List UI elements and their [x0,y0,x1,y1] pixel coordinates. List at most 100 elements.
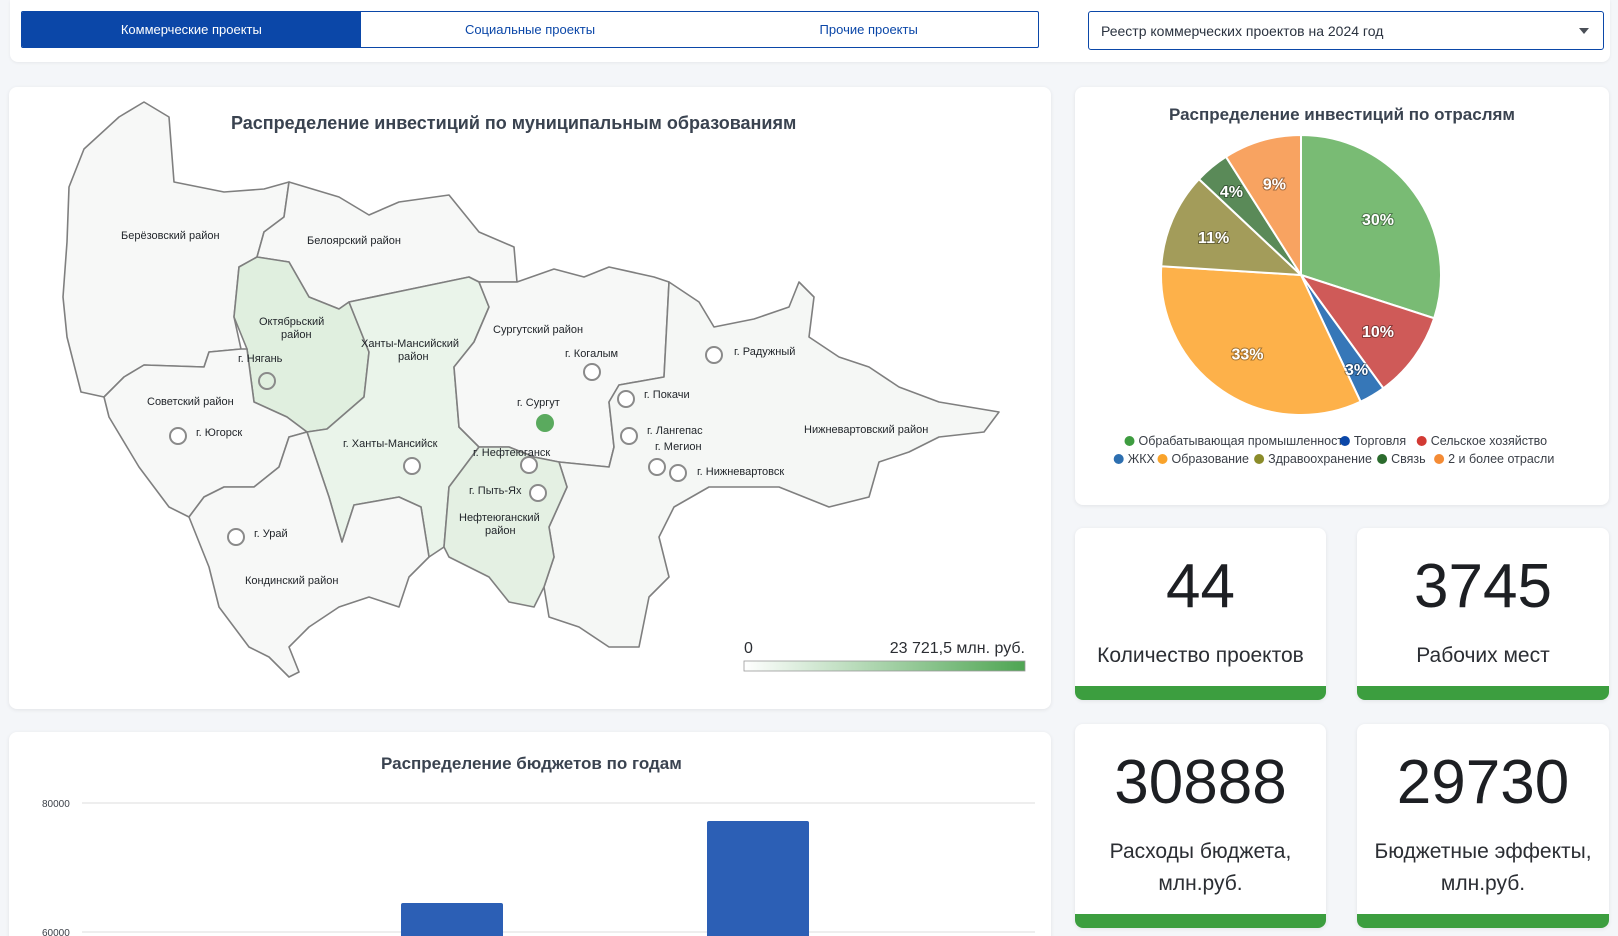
legend-item[interactable]: Образование [1172,452,1250,466]
label-nizhnevartovsk: г. Нижневартовск [697,466,784,478]
budget-bar[interactable] [401,902,503,936]
legend-swatch [1377,454,1388,464]
marker-pokachi[interactable] [617,390,635,408]
marker-nefteyugansk[interactable] [520,456,538,474]
investment-map-card: Берёзовский район Белоярский район Октяб… [9,87,1051,709]
marker-megion[interactable] [648,458,666,476]
marker-raduzhny[interactable] [705,346,723,364]
bar-chart: 80000 60000 [42,799,1035,936]
label-nefteyugansky-2: район [485,525,516,537]
legend-swatch [1434,454,1445,464]
registry-select[interactable]: Реестр коммерческих проектов на 2024 год [1088,11,1604,50]
marker-nyagan[interactable] [258,372,276,390]
pie-slice-label: 33% [1231,347,1263,364]
label-khanty-mansiysk: г. Ханты-Мансийск [343,438,438,450]
kpi-value: 29730 [1396,748,1570,817]
pie-slice-label: 10% [1362,324,1394,341]
pie-slice[interactable] [1160,265,1362,416]
kpi-jobs: 3745 Рабочих мест [1357,528,1609,700]
pie-slice-label: 30% [1362,212,1394,229]
pie-slice[interactable] [1160,177,1304,277]
kpi-value: 3745 [1414,552,1552,621]
legend-item[interactable]: Связь [1391,452,1426,466]
budget-bar[interactable] [707,821,809,936]
kpi-value: 44 [1166,552,1235,621]
label-nyagan: г. Нягань [238,353,283,365]
marker-khanty-mansiysk[interactable] [403,457,421,475]
legend-swatch [1339,436,1350,446]
kpi-budget-effects: 29730 Бюджетные эффекты, млн.руб. [1357,724,1609,928]
pie-slice-label: 4% [1220,184,1243,201]
legend-item[interactable]: Здравоохранение [1268,452,1372,466]
kpi-accent-bar [1075,686,1326,700]
kpi-label: Бюджетные эффекты, млн.руб. [1374,840,1592,895]
legend-item[interactable]: ЖКХ [1128,452,1156,466]
label-pyt-yakh: г. Пыть-Ях [469,485,522,497]
ytick-80000: 80000 [42,799,70,810]
ytick-60000: 60000 [42,928,70,936]
legend-item[interactable]: Торговля [1354,434,1406,448]
label-berezovsky: Берёзовский район [121,230,220,242]
kpi-label: Рабочих мест [1416,644,1550,667]
label-khmao-2: район [398,351,429,363]
label-nizhnevartovsky: Нижневартовский район [804,424,928,436]
legend-swatch [1113,454,1124,464]
label-pokachi: г. Покачи [644,389,690,401]
kpi-projects-count: 44 Количество проектов [1075,528,1326,700]
scale-max-label: 23 721,5 млн. руб. [890,640,1025,657]
region-kondinsky[interactable] [188,431,430,678]
tab-social-projects[interactable]: Социальные проекты [464,22,596,37]
tab-commercial-projects[interactable]: Коммерческие проекты [22,12,361,47]
label-khmao-1: Ханты-Мансийский [361,338,459,350]
map-title: Распределение инвестиций по муниципальны… [231,113,797,133]
legend-swatch [1254,454,1265,464]
chevron-down-icon[interactable] [1579,28,1589,34]
pie-slice-label: 3% [1345,362,1368,379]
legend-swatch [1157,454,1168,464]
kpi-budget-expenses: 30888 Расходы бюджета, млн.руб. [1075,724,1326,928]
label-beloyarsky: Белоярский район [307,235,401,247]
legend-item[interactable]: Обрабатывающая промышленность [1139,434,1350,448]
marker-langepas[interactable] [620,427,638,445]
label-nefteyugansk: г. Нефтеюганск [473,447,550,459]
marker-nizhnevartovsk[interactable] [669,464,687,482]
label-surgut: г. Сургут [517,397,560,409]
kpi-label: Количество проектов [1097,644,1304,667]
label-megion: г. Мегион [655,441,702,453]
legend-item[interactable]: 2 и более отрасли [1448,452,1554,466]
label-langepas: г. Лангепас [647,425,703,437]
label-uray: г. Урай [254,528,288,540]
label-oktyabrsky-2: район [281,329,312,341]
budget-by-year-card: Распределение бюджетов по годам 80000 60… [9,732,1051,936]
legend-item[interactable]: Сельское хозяйство [1431,434,1547,448]
kpi-value: 30888 [1114,748,1287,817]
kpi-accent-bar [1075,914,1326,928]
label-surgutsky: Сургутский район [493,324,583,336]
kpi-accent-bar [1357,914,1609,928]
legend-swatch [1416,436,1427,446]
bar-title: Распределение бюджетов по годам [381,754,682,773]
pie-slice-label: 11% [1198,230,1229,247]
pie-slice[interactable] [1300,133,1442,320]
pie-slice[interactable] [1298,273,1436,390]
label-kogalym: г. Когалым [565,348,618,360]
label-nefteyugansky-1: Нефтеюганский [459,512,540,524]
marker-kogalym[interactable] [583,363,601,381]
scale-min-label: 0 [744,640,753,657]
label-kondinsky: Кондинский район [245,575,338,587]
municipal-map: Берёзовский район Белоярский район Октяб… [62,101,1026,678]
marker-surgut[interactable] [536,414,554,432]
marker-pyt-yakh[interactable] [529,484,547,502]
registry-select-value: Реестр коммерческих проектов на 2024 год [1101,22,1384,39]
label-raduzhny: г. Радужный [734,346,795,358]
marker-uray[interactable] [227,528,245,546]
pie-slice-label: 9% [1263,177,1286,194]
top-toolbar: Коммерческие проекты Социальные проекты … [10,0,1610,62]
project-type-tabs: Коммерческие проекты Социальные проекты … [21,11,1039,48]
label-yugorsk: г. Югорск [196,427,242,439]
pie-slice[interactable] [1224,133,1302,279]
marker-yugorsk[interactable] [169,427,187,445]
pie-chart: 30% 10% 3% 33% 11% 4% 9% Обрабатывающая промыш… [1113,133,1554,466]
color-scale-bar [743,660,1026,672]
tab-other-projects[interactable]: Прочие проекты [819,22,918,37]
